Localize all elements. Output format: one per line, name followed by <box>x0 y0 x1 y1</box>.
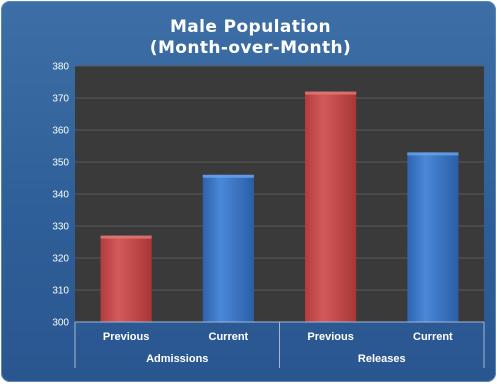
y-tick-label: 320 <box>52 254 69 265</box>
y-tick-label: 300 <box>52 318 69 329</box>
y-tick-label: 340 <box>52 190 69 201</box>
chart-title-line-1: Male Population <box>169 17 332 37</box>
bar-releases-previous <box>305 91 357 322</box>
y-tick-label: 310 <box>52 286 69 297</box>
bar-releases-current <box>407 152 459 322</box>
bar-admissions-current <box>202 174 254 322</box>
x-group-label: Admissions <box>146 353 208 365</box>
y-tick-label: 360 <box>52 126 69 137</box>
bar-top-highlight <box>305 91 357 95</box>
y-tick-label: 330 <box>52 222 69 233</box>
y-tick-label: 380 <box>52 62 69 73</box>
bar-top-highlight <box>100 235 152 239</box>
chart-title-line-2: (Month-over-Month) <box>149 38 352 58</box>
bar-top-highlight <box>202 174 254 178</box>
y-tick-label: 350 <box>52 158 69 169</box>
x-category-label: Current <box>413 331 453 343</box>
y-tick-label: 370 <box>52 94 69 105</box>
x-category-label: Current <box>209 331 249 343</box>
x-category-label: Previous <box>103 331 149 343</box>
x-group-label: Releases <box>358 353 406 365</box>
x-category-label: Previous <box>307 331 353 343</box>
bar-admissions-previous <box>100 235 152 322</box>
bar-top-highlight <box>407 152 459 156</box>
